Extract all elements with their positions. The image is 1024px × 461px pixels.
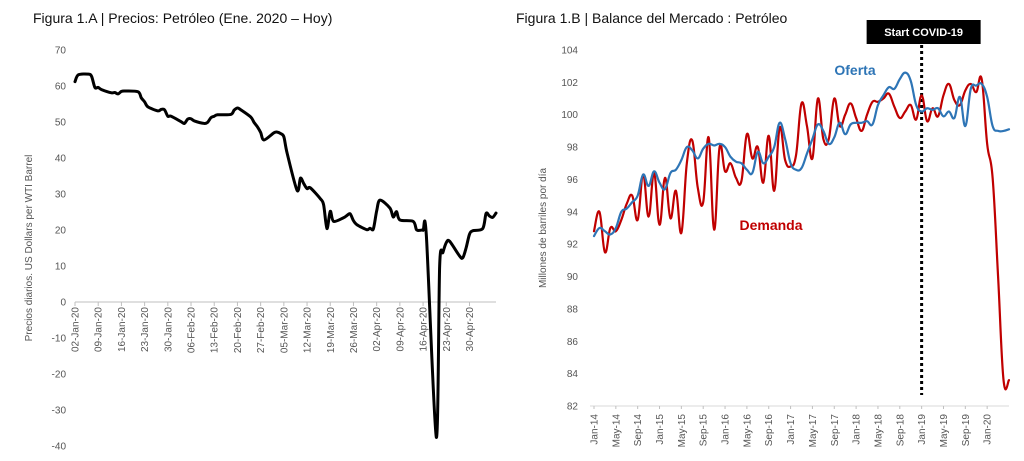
oferta-series-label: Oferta (834, 62, 875, 78)
chart-a-x-tick-label: 02-Jan-20 (71, 307, 82, 352)
chart-a-y-tick-label: 60 (55, 82, 67, 93)
chart-a-series-line (73, 72, 498, 439)
chart-panel-b: Figura 1.B | Balance del Mercado : Petró… (506, 0, 1024, 461)
chart-a-y-tick-label: 70 (55, 46, 67, 57)
chart-b-y-tick-label: 90 (567, 272, 579, 283)
chart-a-x-tick-label: 13-Feb-20 (210, 307, 221, 354)
chart-a-y-tick-label: 30 (55, 190, 67, 201)
chart-a-x-tick-label: 09-Apr-20 (395, 307, 406, 352)
chart-b-title-block: Figura 1.B | Balance del Mercado : Petró… (516, 10, 787, 26)
chart-b-x-tick-label: Sep-14 (633, 414, 644, 447)
chart-a-x-tick-label: 09-Jan-20 (94, 307, 105, 352)
chart-a-x-tick-label: 30-Apr-20 (465, 307, 476, 352)
chart-a-title: Figura 1.A | Precios: Petróleo (33, 10, 215, 26)
chart-a-x-tick-label: 16-Jan-20 (117, 307, 128, 352)
chart-a-y-tick-label: -30 (52, 406, 67, 417)
chart-b-y-tick-label: 100 (561, 110, 578, 121)
chart-b-x-tick-label: May-18 (873, 414, 884, 448)
chart-a-x-tick-label: 20-Feb-20 (233, 307, 244, 354)
covid-start-label: Start COVID-19 (884, 27, 963, 39)
chart-b-x-tick-label: May-15 (677, 414, 688, 448)
covid-start-label-box (866, 20, 981, 44)
chart-b-x-tick-label: May-14 (611, 414, 622, 448)
chart-b-x-tick-label: Sep-16 (764, 414, 775, 447)
chart-a-x-tick-label: 02-Apr-20 (372, 307, 383, 352)
chart-a-x-tick-label: 26-Mar-20 (349, 307, 360, 354)
chart-a-y-tick-label: -20 (52, 370, 67, 381)
chart-b-plot: 104 102 100 98 96 94 92 90 88 86 84 82 Jan-14 May-14 S… (538, 20, 1011, 448)
chart-b-y-tick-label: 88 (567, 304, 579, 315)
chart-a-x-tick-label: 05-Mar-20 (279, 307, 290, 354)
chart-a-x-tick-label: 12-Mar-20 (303, 307, 314, 354)
chart-b-title: Figura 1.B | Balance del Mercado (516, 10, 724, 26)
chart-b-x-tick-label: Jan-19 (917, 414, 928, 445)
chart-a-subtitle: (Ene. 2020 – Hoy) (218, 10, 333, 26)
chart-b-y-tick-label: 94 (567, 207, 579, 218)
chart-a-y-axis-label: Precios diarios. US Dollars per WTI Barr… (24, 155, 35, 342)
chart-b-y-tick-label: 84 (567, 369, 579, 380)
chart-b-x-tick-label: May-17 (808, 414, 819, 448)
chart-panel-a: Figura 1.A | Precios: Petróleo (Ene. 202… (0, 0, 506, 461)
chart-b-x-tick-label: Jan-20 (983, 414, 994, 445)
chart-a-y-tick-label: -10 (52, 334, 67, 345)
chart-a-plot: 70 60 50 40 30 20 10 0 -10 -20 -30 -40 02-Jan-20 09-J… (24, 46, 498, 453)
chart-b-y-tick-label: 82 (567, 402, 579, 413)
chart-a-y-tick-label: 10 (55, 262, 67, 273)
chart-b-y-axis-label: Millones de barriles por día (538, 168, 549, 288)
chart-b-y-tick-label: 92 (567, 240, 579, 251)
chart-b-x-tick-label: Sep-19 (961, 414, 972, 447)
chart-a-y-tick-label: -40 (52, 442, 67, 453)
chart-a-title-block: Figura 1.A | Precios: Petróleo (Ene. 202… (33, 10, 332, 26)
chart-b-x-tick-label: Jan-15 (655, 414, 666, 445)
chart-b-x-tick-label: Sep-17 (830, 414, 841, 447)
chart-a-x-tick-label: 23-Jan-20 (140, 307, 151, 352)
chart-a-x-tick-label: 19-Mar-20 (326, 307, 337, 354)
chart-b-y-tick-label: 96 (567, 175, 579, 186)
chart-b-x-tick-label: May-19 (939, 414, 950, 448)
chart-b-x-tick-label: Jan-14 (590, 414, 601, 445)
chart-b-x-tick-label: May-16 (742, 414, 753, 448)
chart-a-y-tick-label: 40 (55, 154, 67, 165)
chart-b-x-tick-label: Jan-18 (852, 414, 863, 445)
chart-b-x-tick-label: Jan-16 (721, 414, 732, 445)
chart-b-subtitle: : Petróleo (727, 10, 788, 26)
chart-a-x-tick-label: 06-Feb-20 (187, 307, 198, 354)
chart-a-x-tick-label: 16-Apr-20 (419, 307, 430, 352)
chart-b-y-tick-label: 104 (561, 46, 578, 57)
chart-b-y-tick-label: 98 (567, 143, 579, 154)
chart-b-x-tick-label: Sep-15 (699, 414, 710, 447)
chart-b-y-tick-label: 86 (567, 337, 579, 348)
chart-b-series-line-oferta (592, 71, 1011, 238)
chart-b-x-tick-label: Sep-18 (895, 414, 906, 447)
chart-a-y-tick-label: 50 (55, 118, 67, 129)
chart-a-y-tick-label: 0 (60, 298, 66, 309)
demanda-series-label: Demanda (739, 217, 802, 233)
chart-b-y-tick-label: 102 (561, 78, 578, 89)
chart-a-x-tick-label: 30-Jan-20 (163, 307, 174, 352)
chart-b-x-tick-label: Jan-17 (786, 414, 797, 445)
chart-a-x-tick-label: 23-Apr-20 (442, 307, 453, 352)
chart-b-series-line-demanda (592, 75, 1011, 391)
chart-a-y-tick-label: 20 (55, 226, 67, 237)
chart-a-x-tick-label: 27-Feb-20 (256, 307, 267, 354)
